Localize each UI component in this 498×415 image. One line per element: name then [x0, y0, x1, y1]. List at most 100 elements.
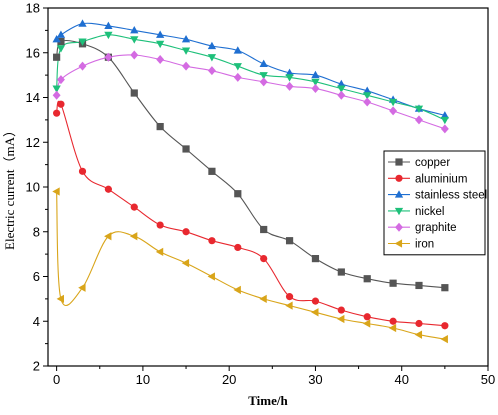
data-point-graphite: [78, 61, 87, 71]
data-point-graphite: [104, 52, 113, 62]
data-point-aluminium: [234, 243, 242, 252]
data-point-graphite: [440, 124, 449, 134]
x-tick-label: 40: [394, 372, 408, 387]
data-point-graphite: [415, 115, 423, 125]
data-point-iron: [388, 323, 397, 333]
legend-marker-graphite: [395, 222, 403, 232]
data-point-nickel: [311, 78, 320, 87]
legend: copper aluminium stainless steel nickel grap…: [383, 150, 487, 256]
y-tick-label: 4: [33, 314, 40, 329]
data-point-stainless-steel: [130, 26, 139, 34]
data-point-graphite: [52, 90, 61, 100]
data-point-aluminium: [389, 317, 397, 325]
data-point-nickel: [414, 105, 424, 114]
data-point-graphite: [363, 97, 372, 107]
data-point-copper: [285, 237, 294, 245]
data-point-graphite: [182, 61, 190, 71]
data-point-stainless-steel: [207, 41, 217, 50]
data-point-aluminium: [311, 297, 320, 305]
data-point-iron: [129, 232, 138, 241]
data-point-nickel: [337, 85, 346, 93]
legend-label-copper: copper: [415, 157, 450, 169]
y-tick-label: 10: [26, 180, 40, 195]
data-point-copper: [53, 53, 61, 61]
series-line-stainless-steel: [56, 22, 446, 116]
data-point-graphite: [207, 66, 216, 76]
data-point-nickel: [285, 74, 294, 82]
data-point-nickel: [440, 116, 450, 125]
data-point-nickel: [233, 63, 242, 71]
data-point-graphite: [156, 54, 165, 64]
y-tick-label: 18: [26, 1, 40, 16]
x-tick-label: 50: [481, 372, 495, 387]
y-tick-label: 8: [33, 224, 40, 239]
data-point-iron: [78, 283, 86, 292]
data-point-graphite: [130, 50, 139, 60]
data-point-aluminium: [208, 237, 216, 245]
data-point-copper: [130, 89, 138, 97]
data-point-copper: [57, 37, 65, 46]
data-point-iron: [259, 294, 267, 304]
legend-marker-nickel: [394, 207, 404, 216]
data-point-iron: [52, 187, 60, 196]
data-point-copper: [337, 268, 345, 276]
data-point-iron: [414, 330, 423, 339]
data-point-stainless-steel: [259, 59, 268, 67]
data-point-nickel: [56, 45, 66, 53]
data-point-stainless-steel: [311, 70, 320, 79]
data-point-nickel: [363, 92, 372, 100]
data-point-copper: [260, 225, 268, 234]
data-point-graphite: [311, 84, 320, 94]
data-point-nickel: [52, 85, 61, 93]
data-point-copper: [182, 145, 190, 153]
data-point-nickel: [207, 54, 217, 62]
y-tick-label: 2: [33, 359, 40, 374]
data-point-nickel: [156, 40, 165, 49]
data-point-stainless-steel: [156, 30, 165, 38]
data-point-iron: [362, 319, 371, 328]
data-point-copper: [208, 167, 216, 175]
data-point-graphite: [233, 72, 242, 82]
legend-marker-copper: [395, 158, 403, 166]
data-point-iron: [233, 285, 241, 295]
data-point-stainless-steel: [233, 46, 242, 54]
data-point-aluminium: [130, 203, 138, 211]
data-point-stainless-steel: [181, 35, 191, 43]
data-point-aluminium: [78, 167, 87, 175]
series-markers-group: [52, 19, 450, 344]
data-point-aluminium: [441, 322, 449, 330]
legend-label-aluminium: aluminium: [415, 173, 467, 185]
x-tick-label: 0: [53, 372, 60, 387]
data-point-aluminium: [260, 255, 268, 263]
data-point-nickel: [388, 98, 398, 107]
legend-marker-aluminium: [395, 174, 403, 182]
x-tick-label: 30: [308, 372, 322, 387]
data-point-iron: [285, 301, 293, 310]
data-point-copper: [415, 281, 423, 290]
data-point-iron: [440, 335, 448, 344]
series-line-nickel: [56, 34, 446, 121]
legend-label-graphite: graphite: [415, 222, 457, 234]
data-point-nickel: [181, 47, 191, 55]
data-point-graphite: [259, 77, 268, 87]
data-point-iron: [207, 272, 215, 281]
y-tick-label: 16: [26, 45, 40, 60]
data-point-stainless-steel: [104, 21, 113, 29]
data-point-aluminium: [337, 306, 345, 314]
legend-marker-iron: [394, 239, 403, 248]
data-point-nickel: [104, 31, 113, 40]
y-tick-label: 6: [33, 269, 40, 284]
data-point-copper: [311, 255, 320, 263]
x-tick-label: 20: [222, 372, 236, 387]
data-point-iron: [311, 308, 319, 317]
data-point-stainless-steel: [56, 30, 66, 38]
series-line-graphite: [56, 54, 446, 130]
x-tick-label: 10: [136, 372, 150, 387]
data-point-stainless-steel: [78, 19, 87, 27]
data-point-aluminium: [53, 109, 61, 117]
data-point-aluminium: [57, 100, 65, 108]
y-tick-label: 12: [26, 135, 40, 150]
legend-label-stainless-steel: stainless steel: [415, 190, 487, 202]
